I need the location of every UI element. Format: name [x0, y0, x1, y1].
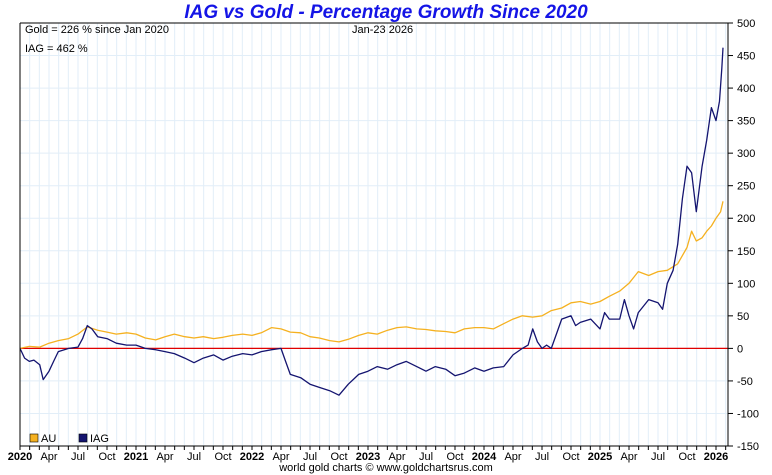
- y-tick-label: 100: [737, 278, 755, 290]
- x-tick-label: Jul: [71, 451, 85, 463]
- x-tick-label: 2021: [124, 451, 148, 463]
- series-group: [19, 47, 724, 396]
- x-tick-label: Apr: [388, 451, 405, 463]
- x-tick-label: Apr: [504, 451, 521, 463]
- x-tick-label: Oct: [446, 451, 463, 463]
- x-tick-label: Apr: [620, 451, 637, 463]
- legend-label-au: AU: [41, 433, 56, 445]
- y-tick-label: 400: [737, 83, 755, 95]
- x-tick-label: 2024: [472, 451, 497, 463]
- legend: AU IAG: [29, 433, 109, 445]
- footer-credit: world gold charts © www.goldchartsrus.co…: [279, 462, 493, 474]
- x-tick-label: 2022: [240, 451, 264, 463]
- x-tick-label: Jul: [651, 451, 665, 463]
- x-tick-label: Oct: [98, 451, 115, 463]
- gold-growth-label: Gold = 226 % since Jan 2020: [25, 24, 170, 36]
- x-tick-label: Oct: [678, 451, 695, 463]
- x-tick-label: Jul: [535, 451, 549, 463]
- x-tick-label: Jul: [303, 451, 317, 463]
- legend-swatch-au: [29, 433, 39, 443]
- x-tick-label: 2025: [588, 451, 612, 463]
- y-tick-label: 50: [737, 311, 749, 323]
- x-axis: 2020 Apr Jul Oct 2021 Apr Jul Oct 2022 Apr Jul Oct 2…: [8, 446, 728, 463]
- chart-title: IAG vs Gold - Percentage Growth Since 20…: [184, 2, 588, 23]
- x-tick-label: Jul: [187, 451, 201, 463]
- x-tick-label: Apr: [156, 451, 173, 463]
- y-tick-label: 200: [737, 213, 755, 225]
- y-tick-label: -50: [737, 376, 753, 388]
- y-tick-label: 250: [737, 181, 755, 193]
- x-tick-label: Apr: [40, 451, 57, 463]
- y-tick-label: 300: [737, 148, 755, 160]
- y-tick-label: -100: [737, 408, 759, 420]
- legend-label-iag: IAG: [90, 433, 109, 445]
- y-axis: 500450400350300250200150100500-50-100-15…: [728, 18, 759, 453]
- y-tick-label: 0: [737, 343, 743, 355]
- x-tick-label: 2020: [8, 451, 32, 463]
- y-tick-label: 500: [737, 18, 755, 30]
- x-tick-label: Oct: [214, 451, 231, 463]
- iag-growth-label: IAG = 462 %: [25, 43, 88, 55]
- grid: [20, 23, 728, 446]
- x-tick-label: Oct: [562, 451, 579, 463]
- date-label: Jan-23 2026: [352, 24, 414, 36]
- x-tick-label: 2026: [704, 451, 728, 463]
- x-tick-label: Apr: [272, 451, 289, 463]
- y-tick-label: -150: [737, 441, 759, 453]
- y-tick-label: 450: [737, 51, 755, 63]
- x-tick-label: Jul: [419, 451, 433, 463]
- series-line-iag: [19, 47, 724, 396]
- x-tick-label: 2023: [356, 451, 380, 463]
- y-tick-label: 350: [737, 116, 755, 128]
- x-tick-label: Oct: [330, 451, 347, 463]
- series-line-au: [19, 201, 724, 350]
- y-tick-label: 150: [737, 246, 755, 258]
- legend-swatch-iag: [78, 433, 88, 443]
